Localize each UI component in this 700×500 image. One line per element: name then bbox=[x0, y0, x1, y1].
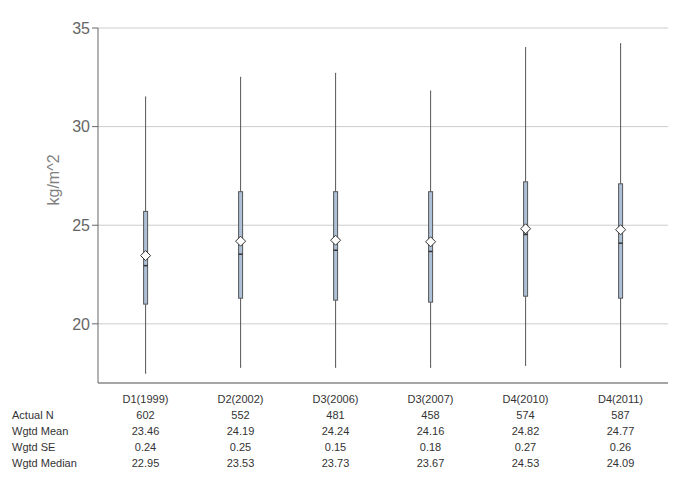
svg-text:0.15: 0.15 bbox=[325, 441, 346, 453]
svg-text:0.24: 0.24 bbox=[135, 441, 156, 453]
svg-text:D4(2011): D4(2011) bbox=[598, 393, 643, 405]
svg-text:24.19: 24.19 bbox=[227, 425, 255, 437]
svg-text:0.18: 0.18 bbox=[420, 441, 441, 453]
svg-text:23.46: 23.46 bbox=[132, 425, 160, 437]
svg-text:D1(1999): D1(1999) bbox=[123, 393, 169, 405]
svg-text:24.77: 24.77 bbox=[607, 425, 635, 437]
svg-text:24.24: 24.24 bbox=[322, 425, 350, 437]
svg-text:23.67: 23.67 bbox=[417, 457, 445, 469]
svg-text:25: 25 bbox=[72, 217, 90, 234]
svg-text:23.73: 23.73 bbox=[322, 457, 350, 469]
svg-text:574: 574 bbox=[516, 409, 534, 421]
svg-text:D2(2002): D2(2002) bbox=[218, 393, 264, 405]
svg-text:Actual N: Actual N bbox=[12, 409, 54, 421]
svg-text:602: 602 bbox=[136, 409, 154, 421]
svg-text:0.27: 0.27 bbox=[515, 441, 536, 453]
svg-text:22.95: 22.95 bbox=[132, 457, 160, 469]
svg-text:0.25: 0.25 bbox=[230, 441, 251, 453]
svg-text:587: 587 bbox=[611, 409, 629, 421]
svg-text:kg/m^2: kg/m^2 bbox=[45, 154, 62, 205]
svg-text:Wgtd Median: Wgtd Median bbox=[12, 457, 77, 469]
svg-text:D3(2007): D3(2007) bbox=[408, 393, 454, 405]
svg-text:24.53: 24.53 bbox=[512, 457, 540, 469]
svg-text:Wgtd SE: Wgtd SE bbox=[12, 441, 55, 453]
svg-text:30: 30 bbox=[72, 118, 90, 135]
svg-text:458: 458 bbox=[421, 409, 439, 421]
svg-text:481: 481 bbox=[326, 409, 344, 421]
svg-text:20: 20 bbox=[72, 316, 90, 333]
svg-text:23.53: 23.53 bbox=[227, 457, 255, 469]
svg-text:24.82: 24.82 bbox=[512, 425, 540, 437]
svg-text:0.26: 0.26 bbox=[610, 441, 631, 453]
svg-text:24.09: 24.09 bbox=[607, 457, 635, 469]
svg-text:552: 552 bbox=[231, 409, 249, 421]
svg-text:35: 35 bbox=[72, 20, 90, 37]
svg-text:D4(2010): D4(2010) bbox=[503, 393, 549, 405]
svg-text:Wgtd Mean: Wgtd Mean bbox=[12, 425, 68, 437]
svg-text:D3(2006): D3(2006) bbox=[313, 393, 359, 405]
svg-text:24.16: 24.16 bbox=[417, 425, 445, 437]
